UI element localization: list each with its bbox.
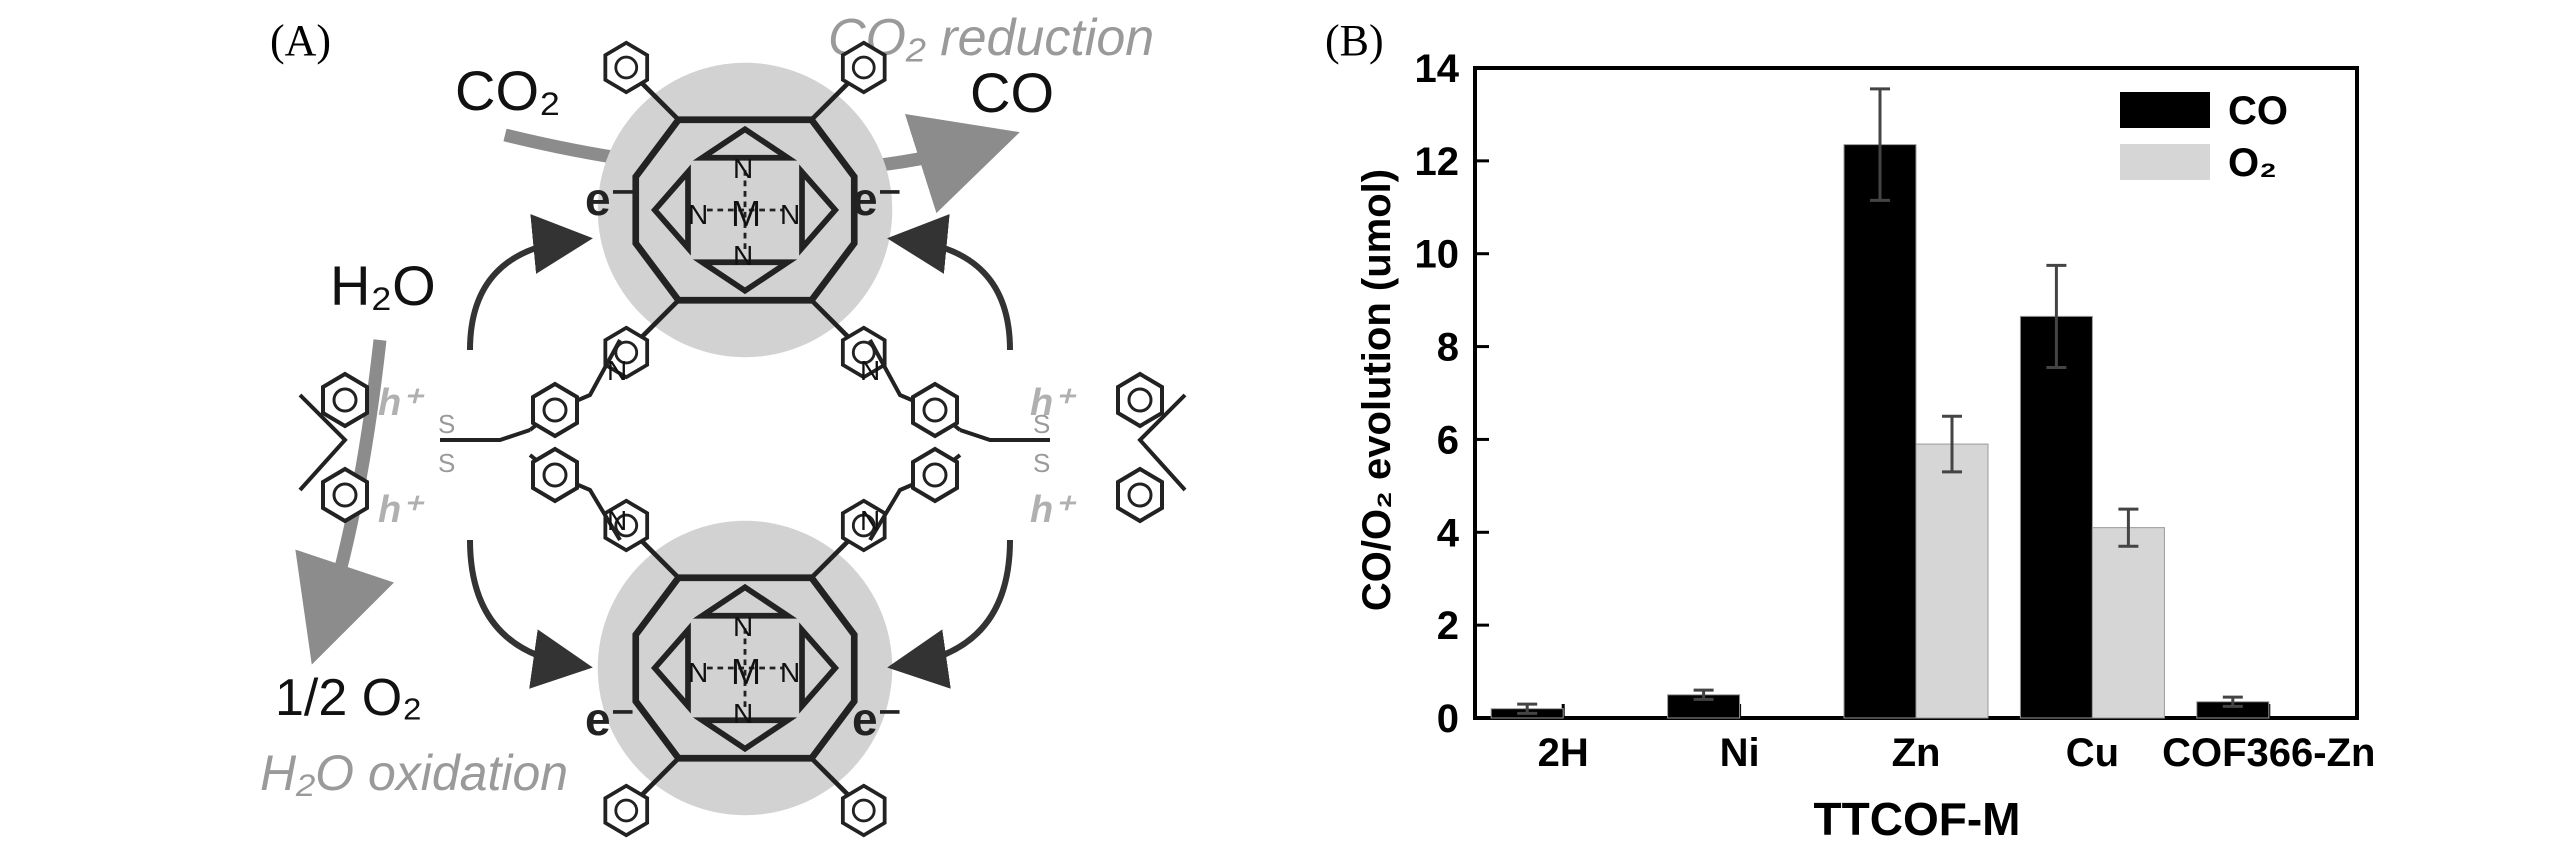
x-tick-label: Ni [1720, 731, 1760, 775]
x-tick-label: COF366-Zn [2162, 731, 2375, 775]
product-co: CO [970, 61, 1054, 124]
sulfur-left-1: S [438, 409, 455, 439]
hole-left-bottom: h⁺ [378, 489, 425, 531]
n-top-right: N [780, 199, 800, 230]
reactant-h2o: H₂O [330, 254, 436, 317]
imine-n-2: N [860, 355, 880, 386]
legend-label-0: CO [2228, 89, 2288, 133]
y-tick-label: 6 [1437, 418, 1459, 462]
legend-swatch-0 [2120, 92, 2210, 128]
transfer-arrow-top-right [887, 214, 1013, 351]
transfer-arrow-top-left [467, 214, 593, 351]
panel-a-scheme: (A) CO₂ reduction CO₂ CO H₂O 1/2 O₂ H₂O … [260, 9, 1187, 858]
sulfur-right-1: S [1033, 409, 1050, 439]
oxidation-label: H₂O oxidation [260, 745, 568, 801]
legend-label-1: O₂ [2228, 141, 2277, 185]
panel-a-label: (A) [270, 16, 331, 65]
hole-right-top: h⁺ [1030, 382, 1077, 424]
n-bottom-left: N [688, 657, 708, 688]
n-top-up: N [733, 153, 753, 184]
bar-CO-Zn [1843, 144, 1917, 719]
n-bottom-down: N [733, 698, 753, 729]
hole-right-bottom: h⁺ [1030, 489, 1077, 531]
y-axis-title: CO/O₂ evolution (umol) [1355, 169, 1399, 611]
bar-O-Cu [2091, 527, 2165, 719]
sulfur-right-2: S [1033, 448, 1050, 478]
transfer-arrow-bottom-right [887, 539, 1013, 689]
n-top-down: N [733, 240, 753, 271]
bar-O-Zn [1915, 443, 1989, 719]
reactant-co2: CO₂ [455, 59, 561, 122]
y-tick-label: 2 [1437, 604, 1459, 648]
imine-n-3: N [607, 505, 627, 536]
x-axis-title: TTCOF-M [1814, 793, 2021, 845]
electron-bottom-left: e⁻ [585, 693, 635, 745]
x-tick-label: 2H [1538, 731, 1589, 775]
n-bottom-right: N [780, 657, 800, 688]
panel-b-label: (B) [1325, 16, 1384, 65]
product-o2: 1/2 O₂ [275, 669, 422, 727]
imine-n-4: N [860, 505, 880, 536]
electron-top-left: e⁻ [585, 173, 635, 225]
y-tick-label: 14 [1415, 47, 1460, 91]
legend-swatch-1 [2120, 144, 2210, 180]
hole-left-top: h⁺ [378, 382, 425, 424]
y-tick-label: 0 [1437, 697, 1459, 741]
imine-n-1: N [607, 355, 627, 386]
metal-bottom: M [731, 651, 761, 692]
n-bottom-up: N [733, 611, 753, 642]
y-tick-label: 4 [1437, 511, 1460, 555]
n-top-left: N [688, 199, 708, 230]
sulfur-left-2: S [438, 448, 455, 478]
transfer-arrow-bottom-left [467, 539, 593, 689]
x-tick-label: Cu [2066, 731, 2119, 775]
y-tick-label: 10 [1415, 233, 1460, 277]
metal-top: M [731, 193, 761, 234]
electron-bottom-right: e⁻ [852, 693, 902, 745]
x-tick-label: Zn [1892, 731, 1941, 775]
y-tick-label: 12 [1415, 140, 1460, 184]
y-tick-label: 8 [1437, 326, 1459, 370]
bar-CO-Cu [2019, 315, 2093, 719]
